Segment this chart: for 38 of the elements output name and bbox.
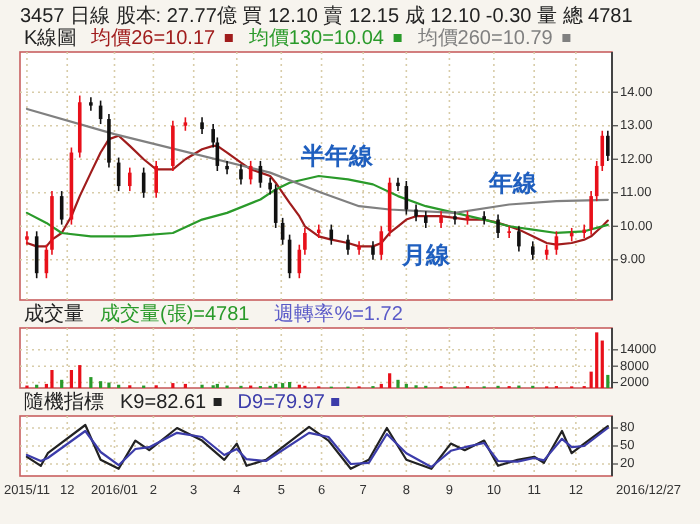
candlestick bbox=[154, 160, 158, 199]
candlestick bbox=[316, 223, 321, 239]
chart-title: 隨機指標 bbox=[24, 390, 104, 414]
legend-label: 均價130=10.04 bbox=[246, 26, 385, 50]
annotation: 年線 bbox=[487, 168, 540, 197]
candlestick bbox=[357, 240, 361, 256]
candlestick bbox=[127, 166, 132, 192]
chart-title: 3457 日線 股本: 27.77億 買 12.10 賣 12.15 成 12.10 -0.30 量 總 4781 bbox=[20, 4, 634, 28]
legend-label: 均價260=10.79 bbox=[415, 26, 554, 50]
candlestick bbox=[530, 240, 535, 261]
candlestick bbox=[582, 223, 587, 239]
candlestick bbox=[107, 113, 111, 169]
candlestick bbox=[371, 240, 375, 261]
line-series bbox=[25, 174, 609, 238]
text: 成交量(張)=4781 bbox=[100, 302, 251, 326]
candlestick bbox=[329, 223, 334, 246]
candlestick bbox=[496, 213, 500, 239]
candlestick bbox=[606, 129, 610, 162]
annotation: 月線 bbox=[399, 240, 452, 269]
chart-title: 成交量 bbox=[24, 302, 84, 326]
legend-label: K9=82.61 bbox=[120, 392, 208, 414]
legend-label: 均價26=10.17 bbox=[89, 26, 217, 50]
candlestick bbox=[517, 225, 521, 253]
candlestick bbox=[25, 230, 29, 246]
candlestick bbox=[89, 96, 93, 112]
candlestick bbox=[482, 210, 486, 226]
legend-label: D9=79.97 bbox=[237, 392, 326, 414]
candlestick bbox=[346, 233, 350, 256]
candlestick bbox=[453, 210, 457, 226]
candlestick bbox=[507, 225, 511, 239]
text: 週轉率%=1.72 bbox=[274, 302, 404, 326]
candlestick bbox=[171, 119, 175, 172]
annotation: 半年線 bbox=[298, 141, 375, 170]
candlestick bbox=[396, 176, 400, 192]
chart-subtitle: K線圖 bbox=[24, 28, 78, 50]
candlestick bbox=[225, 160, 229, 176]
line-series bbox=[25, 107, 609, 214]
candlestick bbox=[239, 163, 243, 186]
